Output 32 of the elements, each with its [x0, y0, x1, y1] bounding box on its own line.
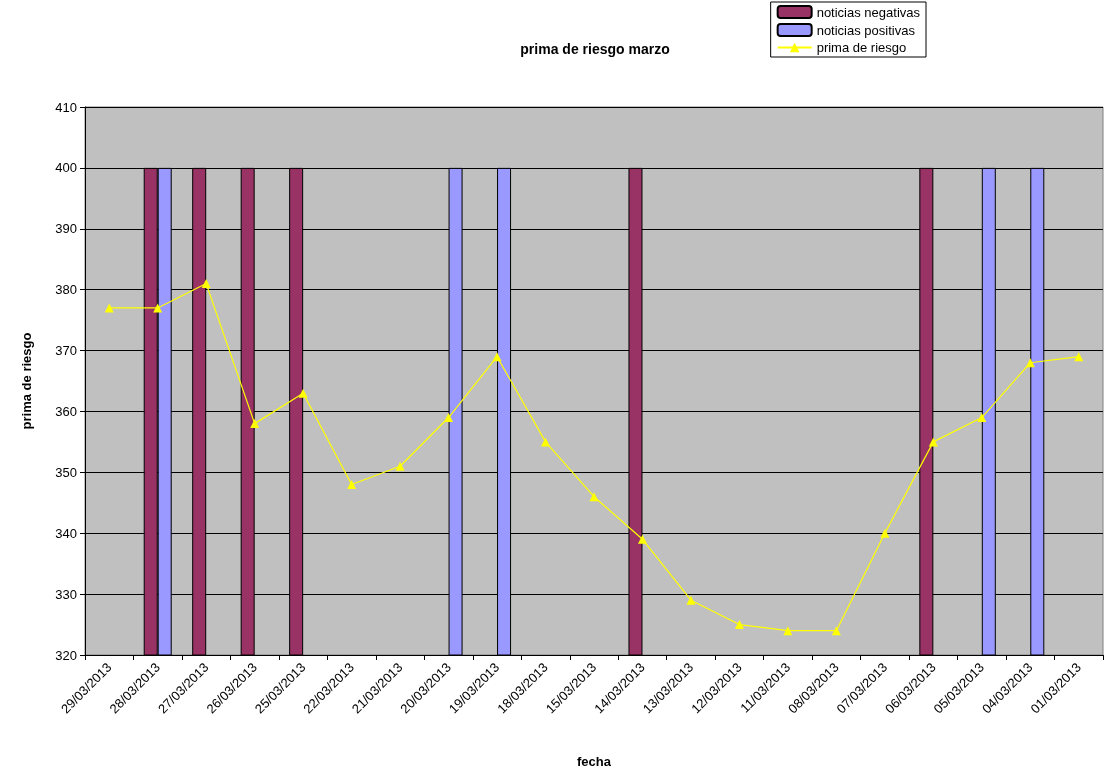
- y-tick-label: 320: [55, 647, 77, 663]
- y-tick-label: 360: [55, 403, 77, 419]
- y-axis-title: prima de riesgo: [19, 332, 34, 430]
- legend-label: noticias negativas: [816, 4, 921, 20]
- point: [250, 419, 260, 429]
- legend-label: prima de riesgo: [816, 40, 907, 55]
- x-axis-title: fecha: [577, 754, 612, 769]
- point: [831, 626, 841, 636]
- point: [201, 279, 211, 289]
- point: [880, 528, 890, 538]
- point: [347, 480, 357, 490]
- point: [492, 352, 502, 362]
- y-tick-label: 380: [55, 282, 77, 298]
- y-tick-label: 390: [55, 221, 77, 237]
- y-tick-label: 370: [55, 343, 77, 359]
- y-tick-label: 410: [55, 99, 77, 115]
- point: [734, 620, 744, 630]
- point: [977, 413, 987, 423]
- y-tick-label: 350: [55, 464, 77, 480]
- legend-label: noticias positivas: [816, 22, 916, 38]
- point: [395, 461, 405, 471]
- y-tick-label: 400: [55, 160, 77, 176]
- point: [298, 388, 308, 398]
- y-tick-label: 340: [55, 525, 77, 541]
- y-tick-label: 330: [55, 586, 77, 602]
- chart-title: prima de riesgo marzo: [520, 41, 670, 57]
- point: [637, 534, 647, 544]
- point: [541, 437, 551, 447]
- point: [589, 492, 599, 502]
- point: [686, 595, 696, 605]
- point: [783, 626, 793, 636]
- point: [444, 413, 454, 423]
